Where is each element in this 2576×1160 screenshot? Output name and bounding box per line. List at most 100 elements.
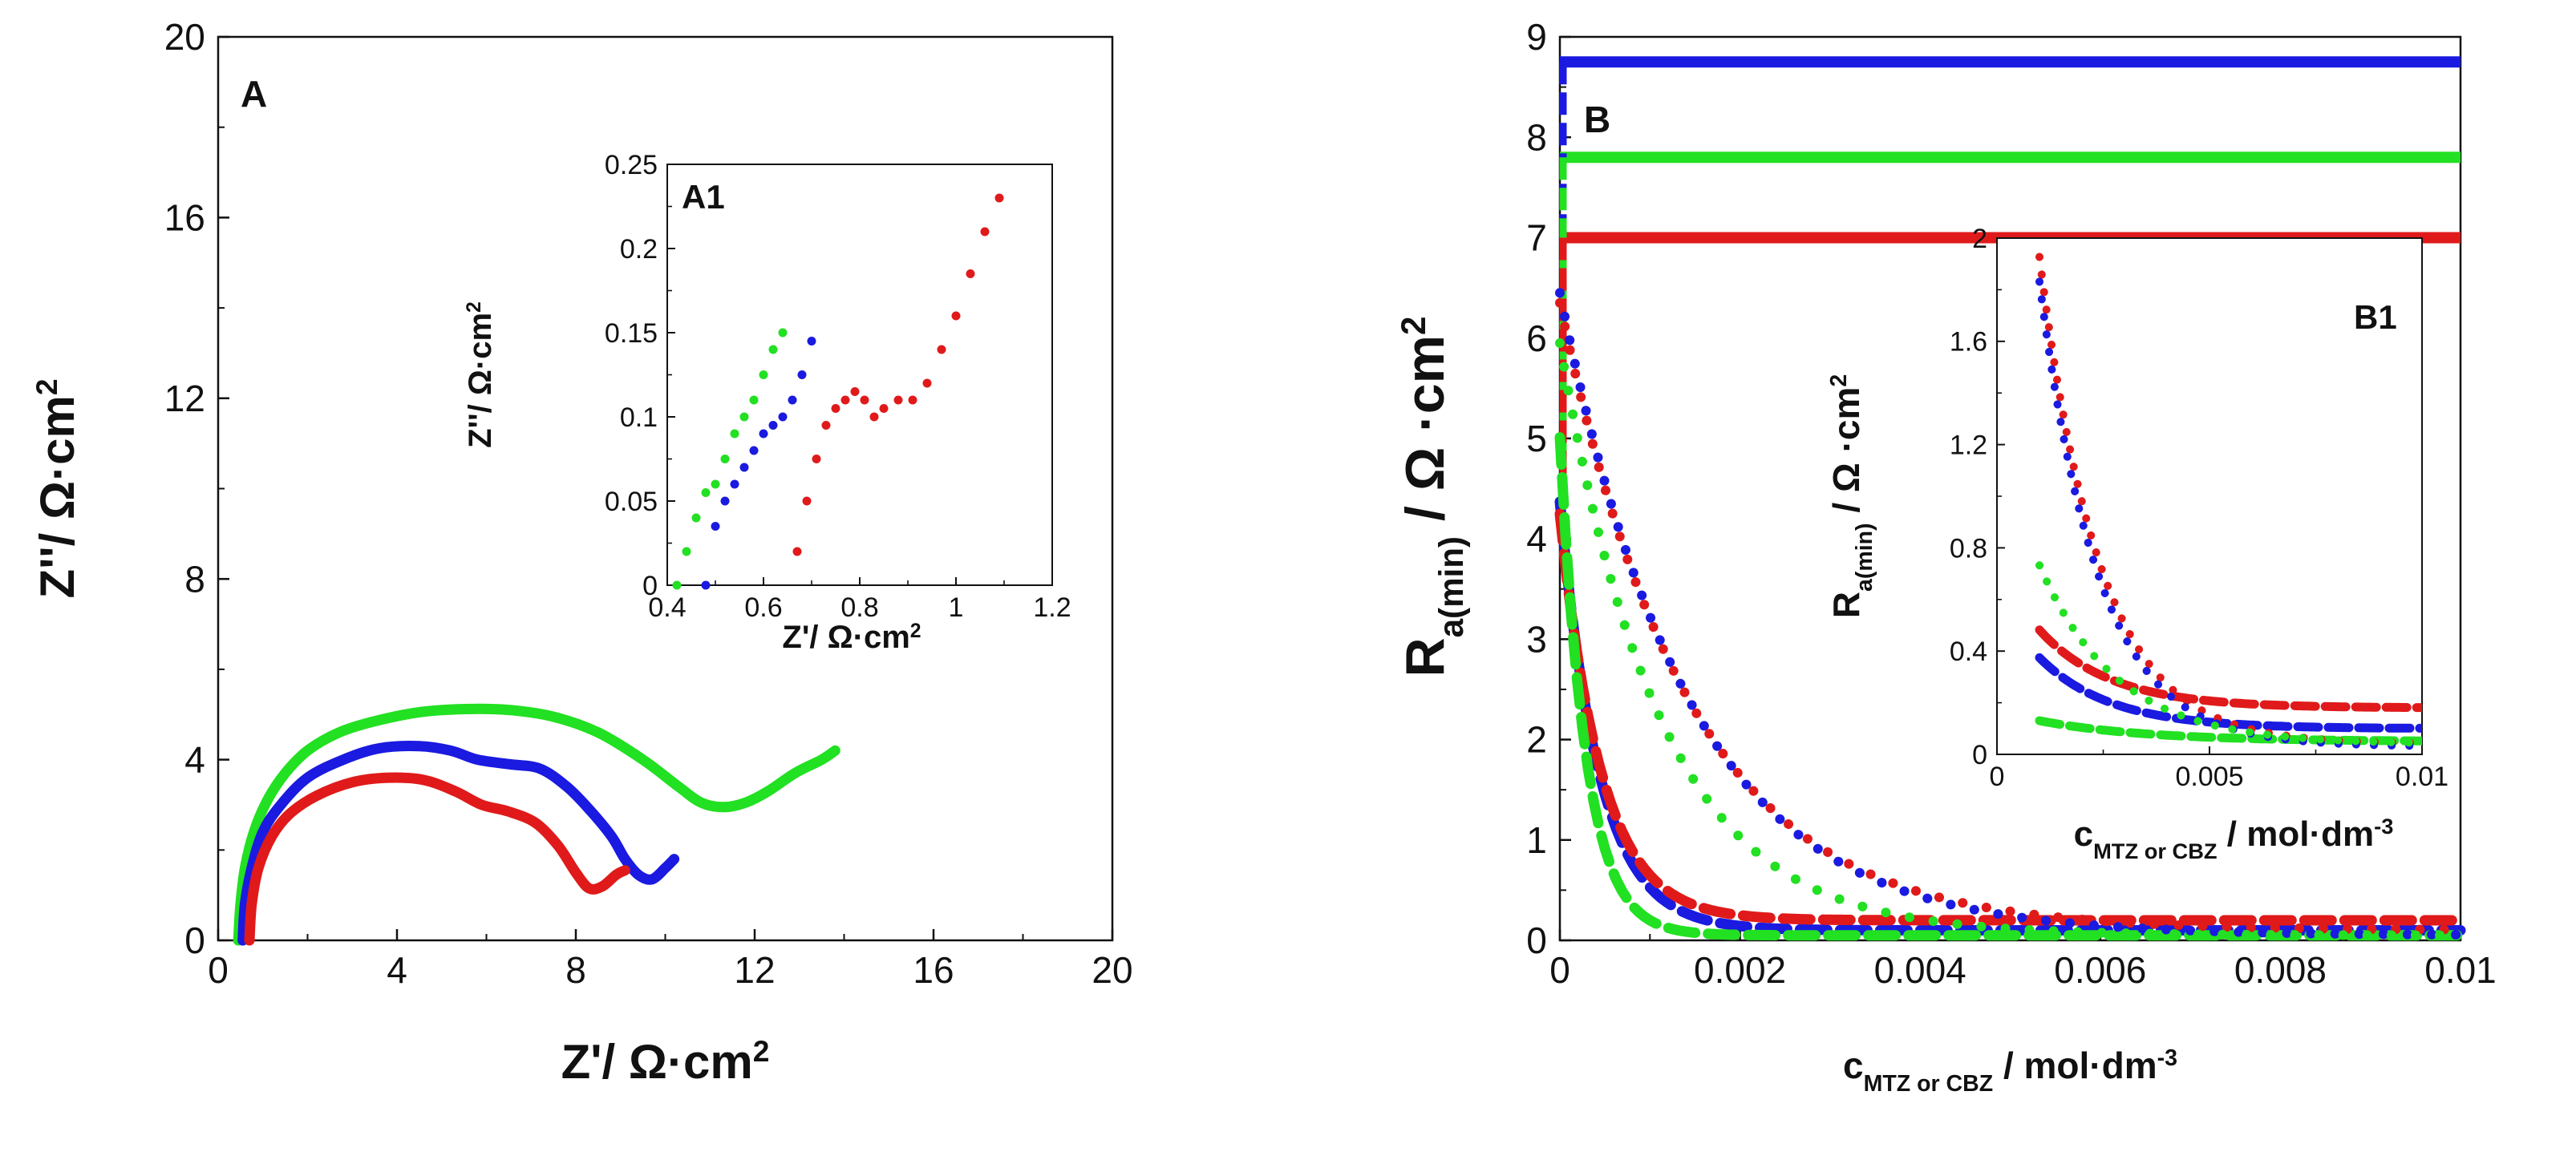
A1-point-blue (739, 463, 749, 472)
A1-point-red (802, 496, 812, 506)
A-y-tick-label: 4 (184, 739, 205, 781)
A1-series-blue (701, 337, 816, 590)
B-y-tick-label: 8 (1526, 116, 1547, 158)
A1-point-red (922, 378, 932, 388)
B1-y-tick-label: 1.2 (1950, 430, 1987, 461)
A1-y-tick-label: 0.25 (605, 150, 658, 180)
panel-label-B1: B1 (2354, 298, 2397, 336)
A1-point-red (792, 547, 802, 556)
B1-series-red-dashed (2035, 625, 2422, 713)
B-x-tick-label: 0.006 (2054, 949, 2146, 991)
A1-y-tick-label: 0 (642, 571, 658, 601)
B1-y-tick-label: 1.6 (1950, 327, 1987, 358)
B1-y-tick-label: 0 (1972, 740, 1987, 770)
B-x-tick-label: 0.01 (2424, 949, 2497, 991)
A1-point-red (821, 421, 831, 430)
A1-point-red (840, 395, 850, 405)
A1-y-tick-label: 0.1 (620, 402, 658, 433)
B-x-axis-title: cMTZ or CBZ / mol·dm-3 (1843, 1045, 2177, 1097)
A1-point-green (759, 370, 768, 379)
A-series-red-line (244, 772, 630, 946)
A1-point-green (701, 488, 711, 497)
A-x-tick-label: 20 (1092, 949, 1132, 991)
A1-point-green (749, 395, 759, 405)
panel-label-A: A (241, 73, 267, 115)
A-x-tick-label: 8 (565, 949, 586, 991)
B-y-tick-label: 3 (1526, 618, 1547, 660)
B1-y-axis-title: Ra(min) / Ω ·cm2 (1825, 374, 1877, 618)
B1-series-group (2035, 253, 2422, 750)
B-y-tick-label: 4 (1526, 518, 1547, 560)
A1-point-green (672, 580, 682, 590)
A-x-tick-label: 0 (208, 949, 229, 991)
A1-point-red (951, 311, 961, 321)
A1-point-red (831, 404, 840, 413)
A-x-axis-title: Z'/ Ω·cm2 (561, 1034, 770, 1089)
A1-plot-frame (666, 164, 1053, 586)
A1-x-tick-label: 1.2 (1033, 592, 1071, 623)
B1-x-tick-label: 0 (1990, 762, 2005, 792)
A1-y-axis-title: Z''/ Ω·cm2 (463, 301, 498, 448)
A1-point-red (980, 227, 990, 236)
A1-point-blue (749, 446, 759, 455)
A-y-axis-title: Z''/ Ω·cm2 (30, 378, 84, 598)
A1-x-tick-label: 1 (949, 592, 964, 623)
A-y-tick-label: 8 (184, 558, 205, 600)
A-series-green-line (233, 703, 840, 946)
B1-series-green-dotted (2035, 561, 2422, 747)
A1-point-blue (778, 412, 788, 422)
A-y-tick-label: 0 (184, 920, 205, 961)
A1-point-red (908, 395, 917, 405)
A-x-tick-label: 4 (387, 949, 407, 991)
A1-point-blue (720, 496, 730, 506)
A1-x-tick-label: 0.6 (744, 592, 782, 623)
A-x-tick-label: 16 (913, 949, 954, 991)
A1-point-green (720, 455, 730, 463)
B1-x-tick-label: 0.005 (2175, 762, 2243, 792)
panel-A1-inset: 0.4 0.6 0.8 1 1.2 0 0.05 0.1 0.15 0.2 0.25 A1 Z'/ Ω·… (463, 150, 1071, 655)
B-series-green-dotted (1555, 337, 2465, 940)
A1-point-blue (711, 522, 720, 531)
B1-y-tick-label: 2 (1972, 224, 1987, 254)
panel-label-A1: A1 (682, 178, 725, 216)
B-y-axis-title: Ra(min) / Ω ·cm2 (1395, 316, 1470, 677)
B-y-tick-label: 7 (1526, 217, 1547, 259)
B-y-tick-label: 1 (1526, 819, 1547, 861)
A1-y-tick-label: 0.05 (605, 487, 658, 517)
A1-y-tick-label: 0.2 (620, 234, 658, 265)
A1-x-tick-label: 0.4 (648, 592, 686, 623)
panel-label-B: B (1584, 99, 1610, 140)
A1-series-red (792, 193, 1004, 556)
B-series-blue-dotted (1555, 288, 2465, 940)
A1-point-green (778, 328, 788, 337)
A1-point-green (691, 513, 701, 523)
A1-point-red (966, 269, 975, 278)
B-y-tick-label: 2 (1526, 719, 1547, 761)
B1-y-tick-label: 0.4 (1950, 637, 1987, 667)
A1-point-red (937, 345, 946, 354)
A1-point-red (893, 395, 903, 405)
A-y-tick-label: 20 (164, 16, 205, 58)
B-x-tick-label: 0 (1549, 949, 1570, 991)
A1-point-blue (768, 421, 778, 430)
A1-point-blue (701, 580, 711, 590)
A1-point-green (768, 345, 778, 354)
B-series-red-dotted (1555, 297, 2465, 935)
A1-point-green (711, 479, 720, 489)
A-y-tick-label: 12 (164, 378, 205, 419)
B1-x-axis-title: cMTZ or CBZ / mol·dm-3 (2074, 814, 2394, 863)
A1-x-axis-title: Z'/ Ω·cm2 (782, 620, 921, 655)
A1-series-green (672, 328, 788, 590)
A-y-tick-label: 16 (164, 197, 205, 239)
A1-y-tick-label: 0.15 (605, 318, 658, 349)
A1-point-blue (759, 429, 768, 439)
A1-point-red (812, 455, 821, 463)
A1-point-red (860, 395, 869, 405)
A1-point-green (682, 547, 691, 556)
panel-B1-inset: 0 0.005 0.01 0 0.4 0.8 1.2 1.6 2 B1 cMTZ or CBZ / … (1825, 224, 2448, 863)
A1-point-red (850, 387, 860, 396)
A1-point-red (879, 404, 889, 413)
A-x-tick-label: 12 (734, 949, 775, 991)
B1-x-tick-label: 0.01 (2396, 762, 2448, 792)
